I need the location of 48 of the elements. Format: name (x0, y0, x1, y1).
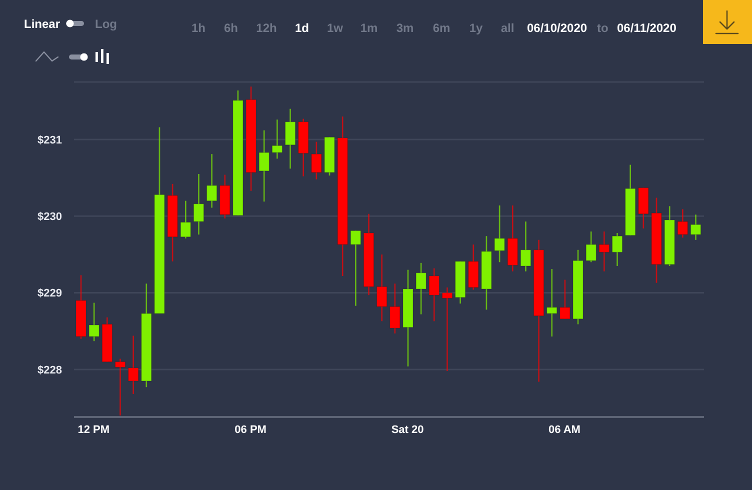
text: 3m (396, 21, 414, 35)
candlestick (546, 268, 558, 338)
candlestick (442, 286, 453, 372)
candlestick (390, 282, 400, 334)
candlestick (416, 262, 426, 315)
text: all (500, 21, 514, 35)
candlestick (520, 220, 532, 272)
candlestick (690, 214, 702, 241)
candlestick (128, 335, 139, 395)
candlestick (88, 302, 100, 342)
candlestick (428, 268, 440, 322)
candlestick (350, 230, 362, 306)
candlestick (494, 204, 505, 263)
text: Linear (24, 17, 60, 31)
y-tick-label: $231 (38, 134, 62, 146)
y-tick-label: $229 (38, 288, 62, 300)
candlestick (284, 108, 296, 170)
candlestick (560, 279, 570, 320)
text: Log (95, 17, 117, 31)
text: 6m (432, 21, 450, 35)
candlestick (376, 254, 388, 322)
candlestick (272, 118, 283, 160)
y-tick-label: $230 (38, 211, 62, 224)
text: to (597, 21, 608, 35)
text: 1w (326, 21, 344, 35)
text: 06/10/2020 (527, 21, 588, 35)
text: 12h (256, 21, 277, 35)
candlestick (677, 208, 688, 238)
text: 06/11/2020 (617, 21, 677, 35)
text: 1m (360, 21, 378, 35)
x-tick-label: 06 PM (234, 424, 266, 436)
x-tick-label: 12 PM (78, 424, 110, 436)
x-tick-label: 06 AM (548, 424, 580, 436)
candlestick (258, 130, 270, 202)
candlestick (180, 200, 192, 240)
candlestick (586, 230, 597, 263)
text: 1d (294, 21, 310, 35)
candlestick (612, 232, 623, 267)
text: 1y (469, 21, 483, 35)
x-tick-label: Sat 20 (391, 424, 424, 436)
candlestick (311, 141, 322, 180)
text: 6h (224, 21, 238, 35)
candlestick (193, 173, 204, 236)
candlestick (206, 153, 218, 208)
candlestick (598, 230, 610, 272)
text: 1h (191, 21, 206, 35)
candlestick (114, 358, 126, 416)
y-tick-label: $228 (38, 364, 62, 376)
